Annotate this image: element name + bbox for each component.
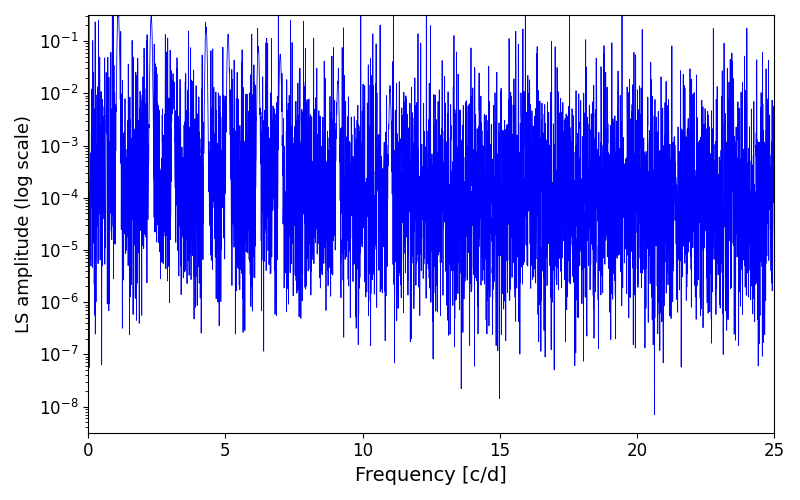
Y-axis label: LS amplitude (log scale): LS amplitude (log scale) bbox=[15, 115, 33, 333]
X-axis label: Frequency [c/d]: Frequency [c/d] bbox=[355, 466, 507, 485]
